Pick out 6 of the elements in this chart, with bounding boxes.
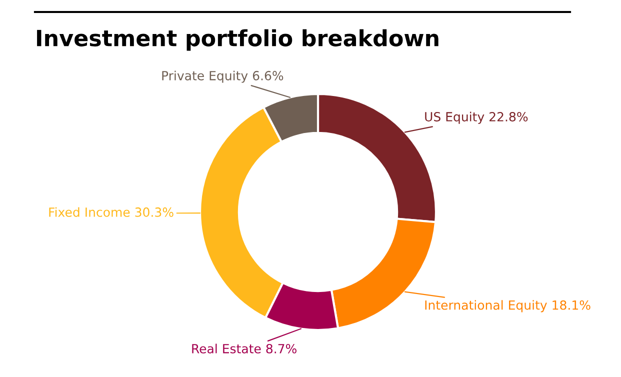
slice-label: Real Estate 8.7% bbox=[192, 344, 296, 354]
slice-label: Fixed Income 30.3% bbox=[49, 207, 174, 217]
chart-title: Investment portfolio breakdown bbox=[37, 29, 438, 51]
slice-label: International Equity 18.1% bbox=[425, 300, 590, 312]
slice-label: US Equity 22.8% bbox=[425, 112, 528, 124]
slice-label: Private Equity 6.6% bbox=[162, 70, 284, 83]
